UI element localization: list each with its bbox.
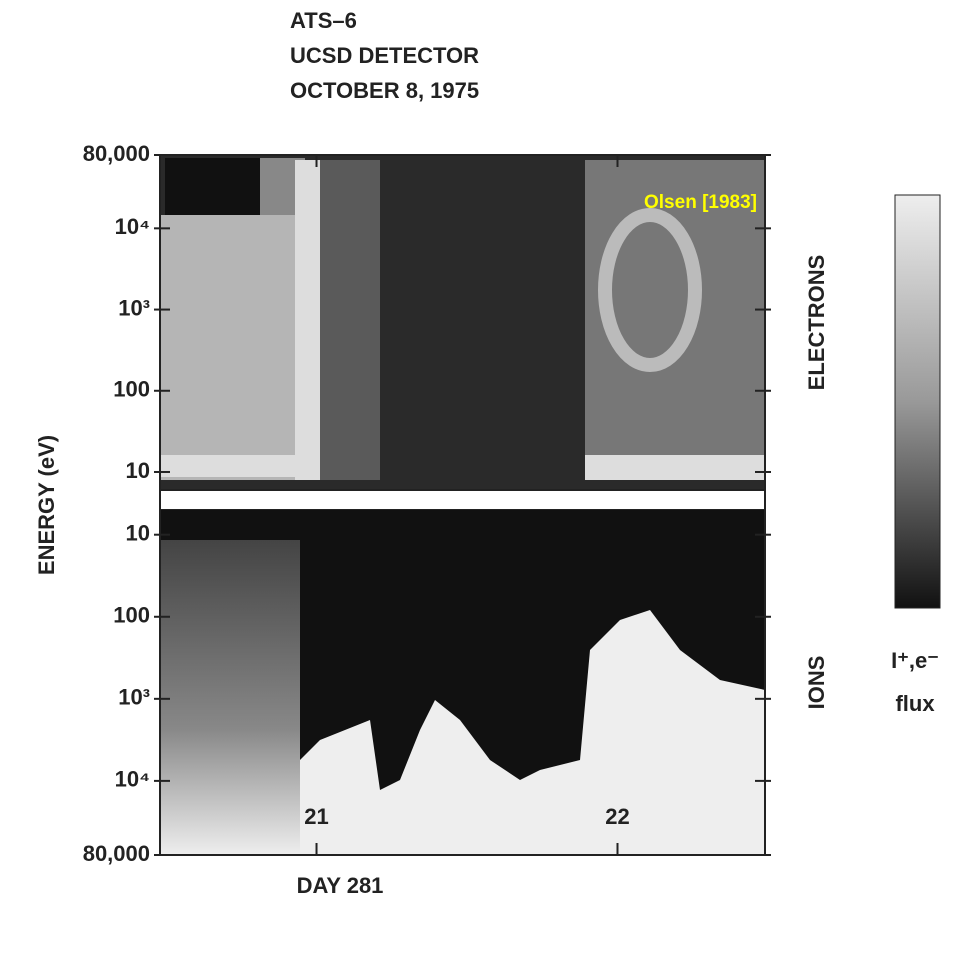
spectrogram-image: [159, 155, 766, 855]
y-tick-label: 10: [126, 521, 150, 546]
chart-title: OCTOBER 8, 1975: [290, 78, 479, 103]
y-tick-label: 10⁴: [115, 214, 150, 239]
panel-label: IONS: [804, 656, 829, 710]
y-tick-label: 10³: [118, 295, 150, 320]
colorbar-label: flux: [895, 691, 935, 716]
x-axis-label: DAY 281: [297, 873, 384, 898]
y-axis-label: ENERGY (eV): [34, 435, 59, 575]
y-tick-label: 10⁴: [115, 767, 150, 792]
y-tick-label: 100: [113, 377, 150, 402]
chart-title: UCSD DETECTOR: [290, 43, 479, 68]
colorbar-label: I⁺,e⁻: [891, 648, 939, 673]
annotation: Olsen [1983]: [644, 192, 757, 213]
y-tick-label: 80,000: [83, 841, 150, 866]
y-tick-label: 10³: [118, 685, 150, 710]
colorbar: [894, 194, 941, 609]
chart-title: ATS–6: [290, 8, 357, 33]
y-tick-label: 80,000: [83, 141, 150, 166]
y-tick-label: 100: [113, 603, 150, 628]
y-tick-label: 10: [126, 458, 150, 483]
x-tick-label: 22: [605, 804, 629, 829]
panel-label: ELECTRONS: [804, 255, 829, 391]
x-tick-label: 21: [304, 804, 328, 829]
plot-frame: [159, 154, 766, 856]
